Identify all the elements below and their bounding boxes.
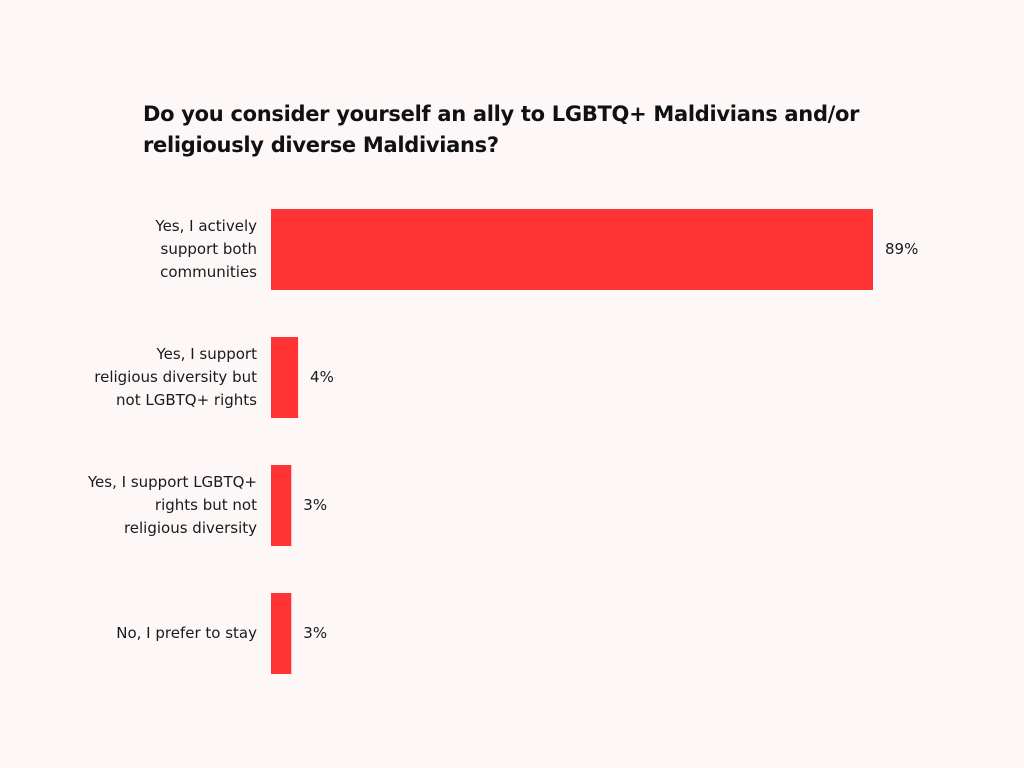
category-label-0: Yes, I actively support both communities (154, 217, 257, 281)
category-label-2: Yes, I support LGBTQ+ rights but not relig… (87, 473, 257, 537)
value-label-1: 4% (310, 368, 334, 386)
category-label-1-line-0: Yes, I support (155, 345, 257, 363)
category-label-3-line-0: No, I prefer to stay (116, 624, 257, 642)
value-label-0: 89% (885, 240, 918, 258)
bar-0 (271, 209, 873, 290)
category-label-1-line-1: religious diversity but (94, 368, 257, 386)
category-label-2-line-1: rights but not (155, 496, 257, 514)
value-label-2: 3% (303, 496, 327, 514)
category-label-0-line-0: Yes, I actively (154, 217, 257, 235)
category-label-0-line-2: communities (160, 263, 257, 281)
chart-title: Do you consider yourself an ally to LGBT… (143, 102, 860, 157)
category-label-0-line-1: support both (161, 240, 257, 258)
category-label-3: No, I prefer to stay (116, 624, 257, 642)
category-label-2-line-2: religious diversity (124, 519, 257, 537)
value-label-3: 3% (303, 624, 327, 642)
category-label-2-line-0: Yes, I support LGBTQ+ (87, 473, 257, 491)
category-label-1-line-2: not LGBTQ+ rights (116, 391, 257, 409)
bar-2 (271, 465, 292, 546)
bar-3 (271, 593, 292, 674)
bar-1 (271, 337, 299, 418)
category-label-1: Yes, I support religious diversity but not… (94, 345, 257, 409)
